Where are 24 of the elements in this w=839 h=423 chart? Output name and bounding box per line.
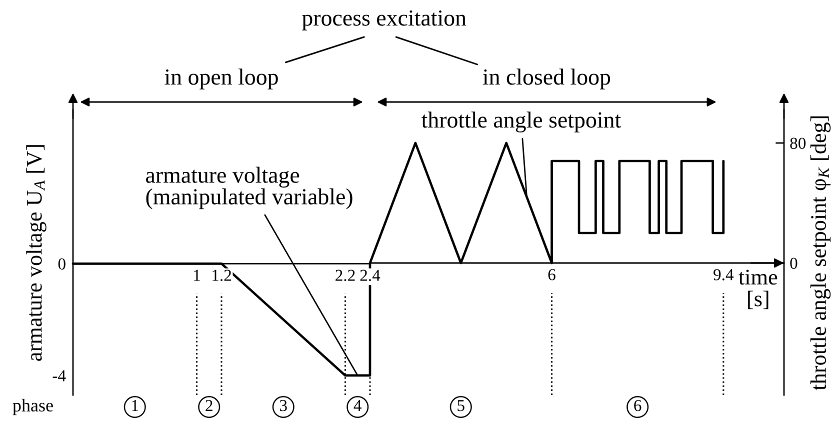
text: 4 bbox=[354, 400, 362, 412]
x-tick-label: 6 bbox=[548, 269, 556, 280]
text: in open loop bbox=[164, 68, 278, 90]
x-tick-label: 2.4 bbox=[360, 270, 380, 282]
series-label: throttle angle setpoint bbox=[422, 112, 621, 132]
text: 3 bbox=[280, 400, 287, 412]
y2-tick-label: 80 bbox=[790, 138, 806, 149]
text: 5 bbox=[458, 400, 464, 412]
y-axis-title: armature voltage U$_{A}$ [V] bbox=[26, 145, 46, 361]
x-axis-title: time [s] bbox=[738, 270, 778, 310]
y2-axis-title: throttle angle setpoint φ$_{K}$ [deg] bbox=[810, 116, 831, 390]
text: 1 bbox=[132, 400, 138, 412]
text: in closed loop bbox=[482, 68, 610, 90]
x-tick-label: 1.2 bbox=[212, 270, 231, 282]
x-tick-label: 1 bbox=[194, 270, 200, 281]
text: 2 bbox=[206, 400, 212, 412]
chart-title: process excitation bbox=[302, 10, 466, 30]
x-tick-label: 2.2 bbox=[336, 270, 355, 282]
text: 6 bbox=[634, 400, 642, 412]
text: phase bbox=[12, 398, 53, 416]
y2-tick-label: 0 bbox=[790, 258, 798, 269]
y-tick-label: -4 bbox=[52, 370, 66, 382]
x-tick-label: 9.4 bbox=[714, 269, 734, 280]
text: armature voltage (manipulated variable) bbox=[146, 166, 352, 210]
